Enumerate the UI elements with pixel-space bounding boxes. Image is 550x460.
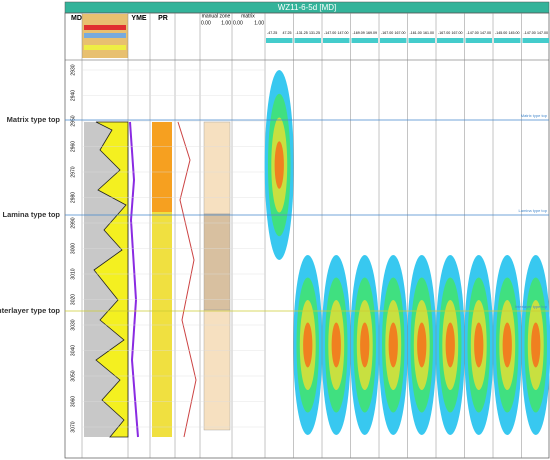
fracture-blob [445,322,455,368]
marker-label: Matrix type top [7,115,61,124]
zone-box [203,213,231,311]
scale-min: -161.00 [410,31,422,35]
depth-label: 3010 [70,268,76,279]
color-scale [465,38,492,43]
pr-header: PR [158,15,168,22]
scale-max: 1.00 [221,20,231,26]
scale-min: -145.00 [495,31,507,35]
log-fill [93,121,129,438]
legend-swatch [84,25,126,30]
depth-label: 2930 [70,64,76,75]
fracture-blob [360,322,370,368]
scale-min: 0.00 [233,20,243,26]
marker-label-right: Matrix type top [521,113,548,118]
color-scale [294,38,321,43]
scale-max: 167.00 [395,31,406,35]
scale-max: 169.09 [366,31,377,35]
depth-label: 3040 [70,345,76,356]
well-title: WZ11-6-5d [MD] [278,3,337,12]
scale-min: -169.09 [353,31,365,35]
matrix-header: matrix [241,13,255,19]
depth-label: 3060 [70,396,76,407]
scale-max: 161.00 [423,31,434,35]
color-scale [323,38,350,43]
marker-label-right: Lamina type top [519,208,548,213]
scale-min: -147.00 [324,31,336,35]
depth-label: 3050 [70,370,76,381]
fracture-blob [331,322,341,368]
scale-max: 147.00 [338,31,349,35]
pr-fill [152,122,172,212]
scale-max: 147.00 [480,31,491,35]
scale-max: 145.00 [509,31,520,35]
fracture-blob [417,322,427,368]
depth-label: 3030 [70,319,76,330]
depth-label: 2970 [70,166,76,177]
scale-max: 47.25 [283,31,292,35]
color-scale [408,38,435,43]
depth-label: 3070 [70,421,76,432]
md-header: MD [71,15,82,22]
depth-label: 2980 [70,192,76,203]
yme-curve [129,121,139,438]
track-separators [81,13,266,458]
scale-min: -167.00 [381,31,393,35]
depth-label: 2950 [70,115,76,126]
scale-min: 0.00 [201,20,211,26]
depth-label: 3000 [70,243,76,254]
zone-box [203,309,231,431]
marker-label: Lamina type top [2,210,60,219]
legend-swatch [84,33,126,38]
marker-label: Interlayer type top [0,306,60,315]
frame [64,12,550,459]
scale-min: -167.00 [438,31,450,35]
color-scale [437,38,464,43]
pr-fill [152,212,172,437]
scale-max: 147.00 [537,31,548,35]
scale-min: -131.25 [296,31,308,35]
scale-min: -147.00 [524,31,536,35]
fracture-blob [303,322,313,368]
fracture-blob [531,322,541,368]
color-scale [380,38,407,43]
fracture-blob [388,322,398,368]
color-scale [522,38,549,43]
zone-box [203,121,231,215]
scale-min: -147.00 [467,31,479,35]
color-scale [494,38,521,43]
marker-label-right: Interlayer type top [515,304,548,309]
manual-zone-header: manual zone [202,13,231,19]
color-scale [351,38,378,43]
depth-label: 3020 [70,294,76,305]
legend-swatch [84,45,126,50]
yme-header: YME [131,15,147,22]
scale-max: 167.00 [452,31,463,35]
misc-curve [177,121,197,438]
fracture-blob [274,141,284,189]
depth-label: 2940 [70,90,76,101]
color-scale [266,38,293,43]
fracture-blob [474,322,484,368]
scale-max: 1.00 [254,20,264,26]
fracture-blob [502,322,512,368]
scale-min: -47.25 [267,31,277,35]
scale-max: 131.25 [309,31,320,35]
depth-label: 2960 [70,141,76,152]
depth-label: 2990 [70,217,76,228]
